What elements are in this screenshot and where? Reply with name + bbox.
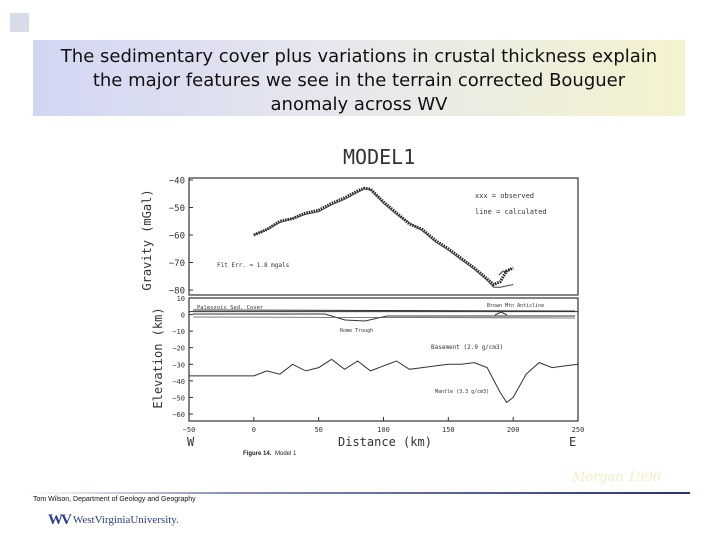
rms-annotation: Fit Err. = 1.8 mgals <box>217 262 290 269</box>
anticline-bump <box>494 311 508 316</box>
x-tick-label: 250 <box>572 426 585 434</box>
observed-tail <box>498 267 512 276</box>
crust-mantle-boundary <box>189 358 579 404</box>
paleozoic-base <box>193 313 575 322</box>
elevation-tick-label: −20 <box>172 345 185 353</box>
x-tick-label: 50 <box>314 426 322 434</box>
elevation-tick-label: −50 <box>172 394 185 402</box>
gravity-axis-label: Gravity (mGal) <box>140 189 154 290</box>
x-tick-label: 200 <box>507 426 520 434</box>
layer-basement-label: Basement (2.9 g/cm3) <box>431 344 503 351</box>
west-label: W <box>187 435 195 449</box>
legend-calculated: line = calculated <box>475 208 547 216</box>
elevation-tick-label: −30 <box>172 361 185 369</box>
gravity-tick-label: −70 <box>169 259 185 269</box>
layer-brown-label: Brown Mtn Anticline <box>487 303 544 309</box>
paleozoic-inner <box>192 316 576 319</box>
footer-rule <box>28 492 690 494</box>
layer-paleozoic-label: Paleozoic Sed. Cover <box>197 305 264 311</box>
source-credit: Morgan 1996 <box>572 470 662 485</box>
gravity-tick-label: −60 <box>169 232 185 242</box>
model-figure: MODEL1 Gravity (mGal) Elevation (km) −40… <box>135 140 590 462</box>
title-line: the major features we see in the terrain… <box>92 70 626 91</box>
elevation-axis-label: Elevation (km) <box>151 307 165 408</box>
observed-gravity-series <box>253 186 514 287</box>
university-name: WestVirginiaUniversity. <box>72 514 179 526</box>
east-label: E <box>569 435 576 449</box>
x-axis-label: Distance (km) <box>338 435 432 449</box>
gravity-tick-label: −80 <box>169 287 185 297</box>
x-tick-label: 100 <box>377 426 390 434</box>
layer-rome-label: Rome Trough <box>340 328 373 334</box>
legend-observed: xxx = observed <box>475 192 534 200</box>
university-logo: WV WestVirginiaUniversity. <box>48 510 179 530</box>
gravity-tick-label: −40 <box>169 177 185 187</box>
wv-logo-icon: WV <box>48 511 72 528</box>
elevation-tick-label: 0 <box>181 312 185 320</box>
layer-mantle-label: Mantle (3.3 g/cm3) <box>435 389 489 395</box>
elevation-ticks: 10 0 −10 −20 −30 −40 −50 −60 <box>172 295 193 419</box>
x-tick-label: 150 <box>442 426 455 434</box>
figure-caption-number: Figure 14. <box>243 451 272 457</box>
x-tick-label: 0 <box>252 426 256 434</box>
title-line: anomaly across WV <box>270 94 448 115</box>
title-banner: The sedimentary cover plus variations in… <box>33 40 685 116</box>
gravity-ticks: −40 −50 −60 −70 −80 <box>169 177 193 297</box>
elevation-tick-label: 10 <box>177 295 185 303</box>
title-line: The sedimentary cover plus variations in… <box>60 46 658 67</box>
author-line: Tom Wilson, Department of Geology and Ge… <box>33 496 196 503</box>
gravity-panel-frame <box>188 177 579 296</box>
x-tick-label: −50 <box>183 426 196 434</box>
x-ticks: −50 0 50 100 150 200 250 <box>183 417 585 434</box>
decorative-square <box>10 13 29 32</box>
elevation-tick-label: −60 <box>172 411 185 419</box>
paleozoic-top <box>192 309 576 312</box>
figure-caption-text: Model 1 <box>275 451 297 457</box>
slide-title: The sedimentary cover plus variations in… <box>33 45 685 117</box>
model-figure-svg: MODEL1 Gravity (mGal) Elevation (km) −40… <box>140 145 585 457</box>
calculated-gravity-series <box>253 188 514 288</box>
model-title: MODEL1 <box>343 145 415 169</box>
gravity-tick-label: −50 <box>169 204 185 214</box>
elevation-tick-label: −10 <box>172 328 185 336</box>
elevation-tick-label: −40 <box>172 378 185 386</box>
